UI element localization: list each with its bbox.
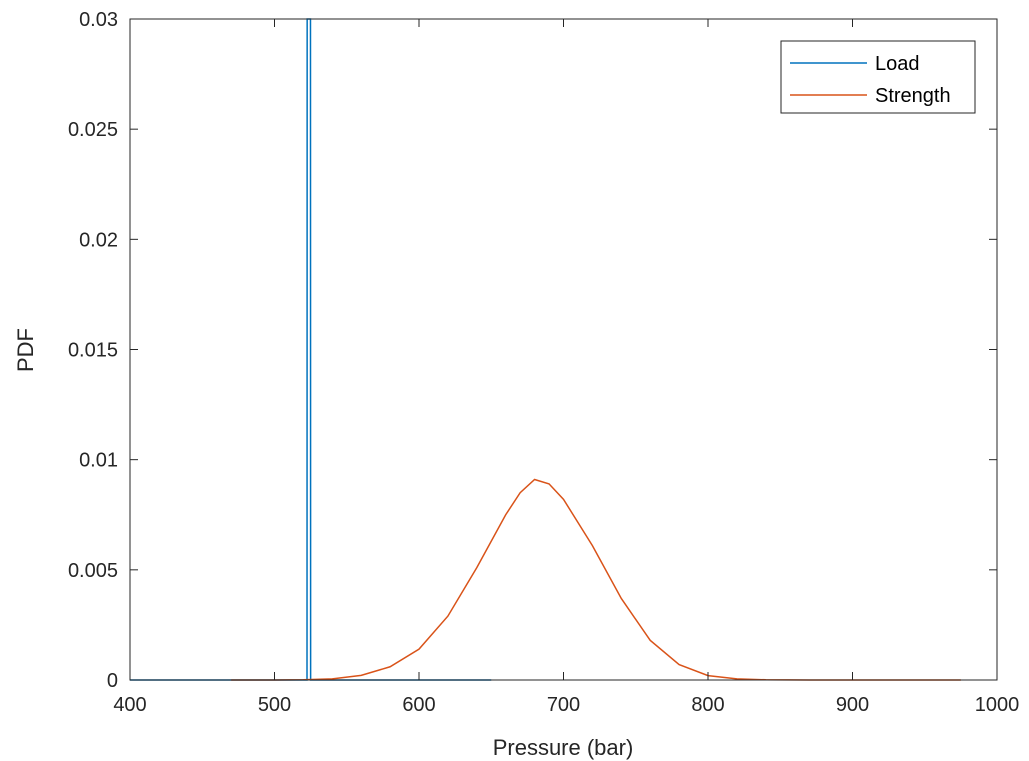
y-tick-label: 0.03 xyxy=(79,9,118,31)
x-axis-label: Pressure (bar) xyxy=(493,735,634,760)
y-tick-label: 0.005 xyxy=(68,560,118,582)
legend-label-load: Load xyxy=(875,53,920,75)
y-tick-label: 0.015 xyxy=(68,340,118,362)
x-tick-label: 600 xyxy=(402,694,435,716)
legend-box xyxy=(780,40,976,114)
x-tick-label: 400 xyxy=(113,694,146,716)
x-tick-label: 900 xyxy=(836,694,869,716)
legend: Load Strength xyxy=(780,40,976,114)
x-axis-ticks: 400 500 600 700 800 900 1000 xyxy=(113,19,1019,716)
x-tick-label: 800 xyxy=(691,694,724,716)
y-tick-label: 0.02 xyxy=(79,229,118,251)
y-tick-label: 0 xyxy=(107,670,118,692)
plot-area xyxy=(130,19,997,680)
legend-label-strength: Strength xyxy=(875,85,951,107)
y-tick-label: 0.025 xyxy=(68,119,118,141)
x-tick-label: 1000 xyxy=(975,694,1020,716)
x-tick-label: 700 xyxy=(547,694,580,716)
x-tick-label: 500 xyxy=(258,694,291,716)
y-axis-label: PDF xyxy=(13,328,38,372)
y-axis-ticks: 0 0.005 0.01 0.015 0.02 0.025 0.03 xyxy=(68,9,997,692)
y-tick-label: 0.01 xyxy=(79,450,118,472)
